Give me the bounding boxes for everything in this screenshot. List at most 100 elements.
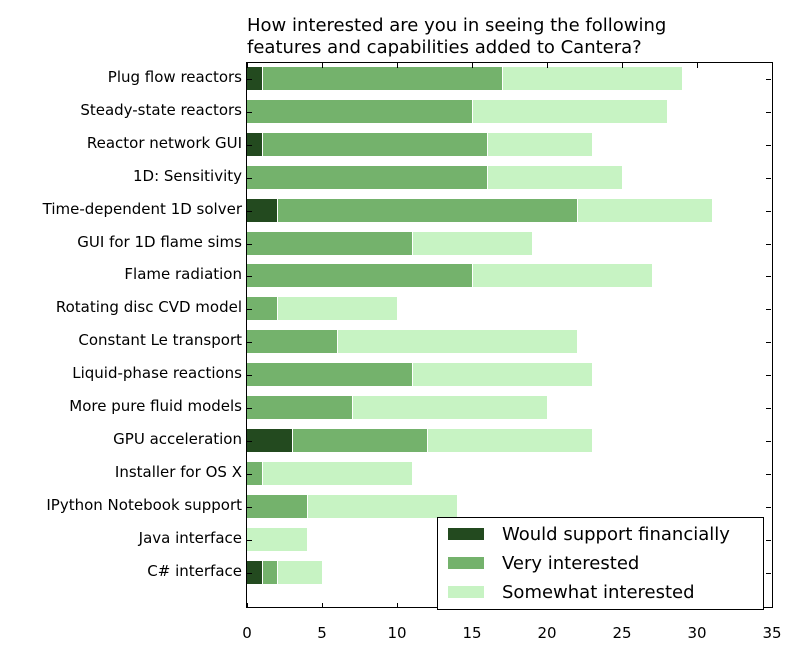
x-tick-mark — [547, 63, 548, 68]
x-tick-label: 25 — [612, 624, 632, 642]
y-tick-label: Time-dependent 1D solver — [42, 199, 242, 218]
y-tick-label: Rotating disc CVD model — [55, 298, 242, 317]
bar-segment — [473, 264, 652, 288]
bar-segment — [263, 132, 487, 156]
y-tick-mark — [766, 572, 771, 574]
y-tick-label: GUI for 1D flame sims — [77, 232, 242, 251]
legend-label: Very interested — [502, 552, 640, 574]
x-tick-label: 35 — [762, 624, 782, 642]
bar-segment — [247, 330, 337, 354]
y-tick-label: Liquid-phase reactions — [72, 364, 242, 383]
y-tick-label: C# interface — [147, 561, 242, 580]
x-tick-label: 5 — [317, 624, 327, 642]
y-tick-mark — [247, 210, 252, 212]
bar-segment — [428, 428, 592, 452]
x-tick-label: 30 — [687, 624, 707, 642]
bar-segment — [353, 396, 547, 419]
x-tick-mark — [472, 63, 473, 68]
legend-swatch — [448, 557, 484, 569]
bar-segment — [263, 461, 412, 485]
y-tick-mark — [247, 408, 252, 409]
y-tick-mark — [247, 473, 252, 475]
bar-segment — [247, 363, 412, 387]
x-tick-mark — [322, 63, 323, 68]
legend-swatch — [448, 528, 484, 540]
y-tick-mark — [247, 79, 252, 80]
legend-item: Somewhat interested — [448, 580, 695, 604]
x-tick-mark — [247, 603, 248, 608]
bar-segment — [247, 67, 262, 90]
bar-segment — [247, 198, 277, 222]
x-tick-label: 15 — [462, 624, 482, 642]
bar-segment — [247, 461, 262, 485]
y-tick-label: Java interface — [138, 528, 242, 547]
x-tick-mark — [397, 603, 398, 608]
bar-segment — [293, 428, 427, 452]
x-tick-mark — [247, 63, 248, 68]
chart-title: How interested are you in seeing the fol… — [247, 15, 667, 58]
y-tick-label: Flame radiation — [124, 265, 242, 284]
bar-segment — [263, 67, 502, 90]
bar-segment — [488, 165, 622, 189]
x-tick-mark — [622, 63, 623, 68]
bar-segment — [247, 428, 292, 452]
y-tick-label: Installer for OS X — [114, 462, 242, 481]
y-tick-mark — [766, 408, 771, 409]
legend-item: Very interested — [448, 551, 639, 575]
x-tick-mark — [322, 603, 323, 608]
bar-segment — [247, 494, 307, 518]
y-tick-mark — [247, 144, 252, 146]
x-tick-label: 0 — [242, 624, 252, 642]
bar-segment — [247, 231, 412, 255]
bar-segment — [413, 231, 532, 255]
bar-segment — [278, 198, 577, 222]
y-tick-mark — [766, 144, 771, 146]
y-tick-mark — [247, 111, 252, 113]
y-tick-label: 1D: Sensitivity — [132, 166, 242, 185]
y-tick-mark — [766, 210, 771, 212]
y-tick-mark — [247, 243, 252, 245]
y-tick-mark — [766, 309, 771, 311]
legend-item: Would support financially — [448, 522, 730, 546]
bar-segment — [263, 560, 277, 584]
y-tick-mark — [247, 309, 252, 311]
bar-segment — [503, 67, 682, 90]
bar-segment — [247, 560, 262, 584]
y-tick-label: IPython Notebook support — [46, 495, 242, 514]
y-tick-mark — [766, 342, 771, 344]
bar-segment — [308, 494, 457, 518]
y-tick-mark — [247, 177, 252, 179]
y-tick-mark — [766, 243, 771, 245]
y-tick-mark — [247, 276, 252, 278]
y-tick-mark — [766, 473, 771, 475]
bar-segment — [578, 198, 712, 222]
y-tick-mark — [766, 111, 771, 113]
y-tick-label: GPU acceleration — [113, 429, 242, 448]
y-tick-mark — [247, 572, 252, 574]
y-tick-mark — [766, 79, 771, 80]
x-tick-mark — [772, 603, 773, 608]
bar-segment — [278, 297, 397, 321]
y-tick-mark — [766, 276, 771, 278]
bar-segment — [247, 99, 472, 123]
bar-segment — [247, 297, 277, 321]
bar-segment — [413, 363, 592, 387]
x-tick-label: 20 — [537, 624, 557, 642]
y-tick-mark — [247, 342, 252, 344]
y-tick-mark — [766, 375, 771, 377]
bar-segment — [247, 527, 307, 551]
y-tick-mark — [766, 177, 771, 179]
x-tick-mark — [697, 63, 698, 68]
y-tick-label: Constant Le transport — [78, 331, 242, 350]
bar-segment — [338, 330, 577, 354]
y-tick-mark — [247, 539, 252, 541]
y-tick-mark — [247, 506, 252, 508]
y-tick-mark — [766, 506, 771, 508]
legend-label: Would support financially — [502, 523, 730, 545]
plot-area — [246, 62, 773, 608]
x-tick-mark — [772, 63, 773, 68]
bar-segment — [247, 132, 262, 156]
x-tick-label: 10 — [387, 624, 407, 642]
bar-segment — [278, 560, 322, 584]
